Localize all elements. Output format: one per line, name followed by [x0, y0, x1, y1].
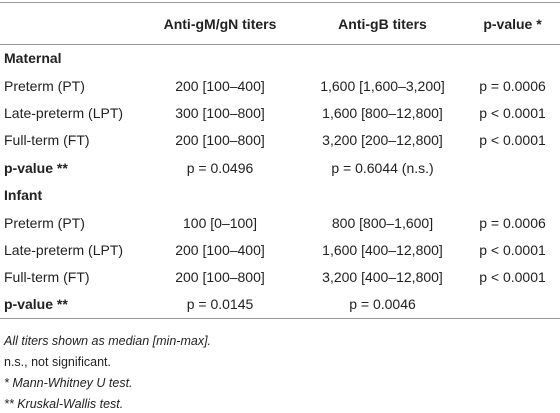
- section-row: Infant: [0, 181, 560, 208]
- header-cell: [0, 3, 140, 45]
- cell: p = 0.0046: [349, 296, 416, 313]
- cell: 3,200 [400–12,800]: [322, 269, 443, 286]
- cell: 100 [0–100]: [183, 214, 257, 231]
- cell: p < 0.0001: [479, 132, 546, 149]
- cell: p = 0.0145: [186, 296, 254, 313]
- header-row: Anti-gM/gN titers Anti-gB titers p-value *: [0, 3, 560, 45]
- cell: [465, 154, 560, 181]
- cell: [465, 291, 560, 318]
- section-title: Infant: [4, 187, 43, 204]
- row-label: Preterm (PT): [4, 214, 85, 231]
- cell: 200 [100–400]: [175, 77, 265, 94]
- row-label: Preterm (PT): [4, 77, 85, 94]
- cell: p = 0.0496: [186, 159, 254, 176]
- cell: p < 0.0001: [479, 241, 546, 258]
- data-row: Late-preterm (LPT) 300 [100–800] 1,600 [80…: [0, 99, 560, 126]
- cell: p = 0.6044 (n.s.): [331, 159, 434, 176]
- row-label: Late-preterm (LPT): [4, 241, 124, 258]
- cell: 200 [100–400]: [175, 241, 265, 258]
- cell: 1,600 [1,600–3,200]: [320, 77, 445, 94]
- header-cell: Anti-gB titers: [338, 15, 427, 32]
- data-row: Late-preterm (LPT) 200 [100–400] 1,600 [40…: [0, 236, 560, 263]
- cell: 800 [800–1,600]: [331, 214, 434, 231]
- cell: 300 [100–800]: [175, 104, 265, 121]
- cell: p < 0.0001: [479, 104, 546, 121]
- row-label: p-value **: [4, 296, 68, 313]
- cell: p < 0.0001: [479, 269, 546, 286]
- data-table: Anti-gM/gN titers Anti-gB titers p-value *…: [0, 2, 560, 319]
- table-body: Maternal Preterm (PT) 200 [100–400] 1,600 […: [0, 45, 560, 319]
- cell: 200 [100–800]: [175, 269, 265, 286]
- row-label: Full-term (FT): [4, 269, 90, 286]
- cell: 1,600 [800–12,800]: [322, 104, 443, 121]
- footnote: All titers shown as median [min-max].: [4, 333, 212, 348]
- header-cell: Anti-gM/gN titers: [163, 15, 277, 32]
- footnote: * Mann-Whitney U test.: [4, 375, 133, 390]
- cell: p = 0.0006: [479, 214, 546, 231]
- section-title: Maternal: [4, 50, 62, 67]
- cell: p = 0.0006: [479, 77, 546, 94]
- row-label: Full-term (FT): [4, 132, 90, 149]
- section-row: Maternal: [0, 45, 560, 72]
- footnote: ** Kruskal-Wallis test.: [4, 396, 124, 411]
- cell: 200 [100–800]: [175, 132, 265, 149]
- data-row: Preterm (PT) 200 [100–400] 1,600 [1,600–3,…: [0, 72, 560, 99]
- header-cell: p-value *: [483, 15, 542, 32]
- cell: 1,600 [400–12,800]: [322, 241, 443, 258]
- row-label: Late-preterm (LPT): [4, 104, 124, 121]
- data-row: Full-term (FT) 200 [100–800] 3,200 [200–12…: [0, 127, 560, 154]
- footnotes: All titers shown as median [min-max]. n.s…: [0, 319, 560, 413]
- table-header: Anti-gM/gN titers Anti-gB titers p-value *: [0, 2, 560, 45]
- data-row: Full-term (FT) 200 [100–800] 3,200 [400–12…: [0, 264, 560, 291]
- data-row: Preterm (PT) 100 [0–100] 800 [800–1,600] p …: [0, 209, 560, 236]
- cell: 3,200 [200–12,800]: [322, 132, 443, 149]
- footnote: n.s., not significant.: [4, 354, 112, 369]
- row-label: p-value **: [4, 159, 68, 176]
- pvalue-row: p-value ** p = 0.0145 p = 0.0046: [0, 291, 560, 318]
- pvalue-row: p-value ** p = 0.0496 p = 0.6044 (n.s.): [0, 154, 560, 181]
